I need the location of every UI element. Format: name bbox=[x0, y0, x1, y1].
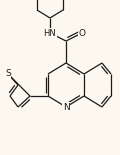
Text: HN: HN bbox=[44, 29, 56, 38]
Text: N: N bbox=[63, 102, 69, 111]
Text: O: O bbox=[78, 29, 85, 38]
Text: S: S bbox=[5, 69, 11, 78]
